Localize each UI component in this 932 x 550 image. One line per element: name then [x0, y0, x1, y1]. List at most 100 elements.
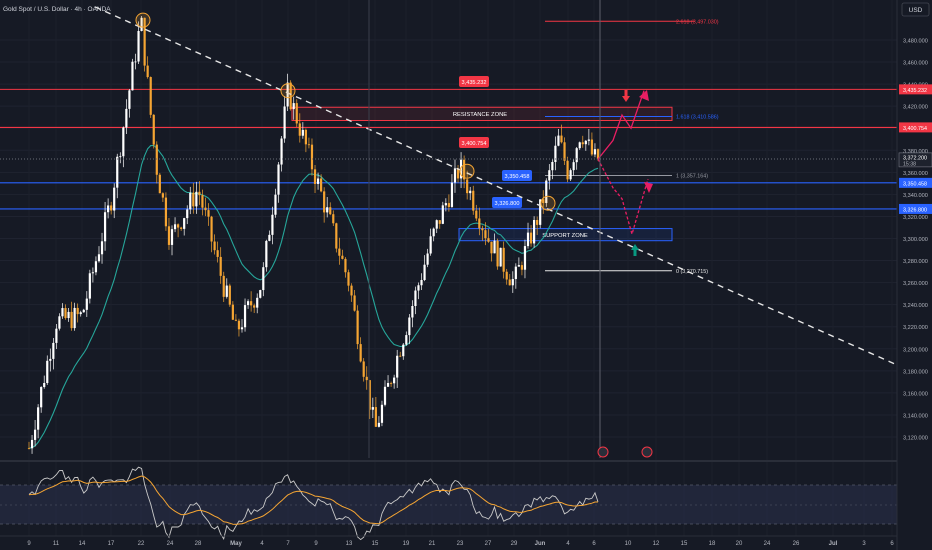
projection-paths — [597, 90, 649, 237]
candle-body — [131, 61, 134, 91]
price-axis[interactable]: 3,480.0003,460.0003,440.0003,420.0003,40… — [903, 39, 928, 442]
candle-body — [374, 407, 377, 427]
time-tick-label: 24 — [167, 541, 174, 547]
candle-body — [359, 344, 362, 362]
currency-button[interactable]: USD — [901, 2, 930, 17]
candle-body — [377, 422, 381, 427]
candle-body — [246, 301, 250, 306]
current-price-text: 3,372.200 — [903, 155, 927, 161]
candle-body — [204, 207, 207, 211]
bullish-projection-path — [597, 90, 645, 160]
candle-body — [33, 429, 37, 440]
candle-body — [575, 148, 578, 163]
candle-body — [478, 218, 481, 229]
candle-body — [201, 195, 204, 208]
candle-body — [529, 232, 533, 244]
candle-body — [533, 219, 536, 244]
level-label-badge — [459, 76, 489, 87]
event-icon-2[interactable] — [641, 446, 653, 458]
candle-body — [517, 265, 520, 267]
candle-body — [344, 258, 347, 273]
time-axis[interactable]: 9 11 14 17 22 24 28 May 4 7 9 13 15 19 21 23 27 29 Jun 4 6 10… — [27, 541, 894, 547]
level-label-text: 3,326.800 — [495, 201, 520, 207]
candle-body — [27, 448, 31, 449]
candle-body — [402, 344, 405, 357]
time-tick-label: 28 — [195, 541, 202, 547]
rsi-pane[interactable]: 80.0060.0040.0020.00 — [0, 444, 932, 550]
up-arrow-icon-stem — [633, 250, 637, 256]
candle-body — [590, 139, 594, 155]
up-arrow-icon — [631, 244, 639, 250]
trendline-touch-marker — [135, 12, 151, 28]
candle-body — [426, 253, 429, 265]
current-price-tag — [898, 152, 932, 168]
candle-body — [441, 205, 444, 224]
candle-body — [566, 160, 569, 180]
resistance-zone[interactable] — [291, 106, 673, 122]
candle-body — [490, 241, 493, 254]
candle-body — [417, 285, 420, 291]
price-axis-tag-text: 3,400.754 — [903, 126, 927, 132]
candle-body — [164, 197, 168, 227]
candle-body — [414, 290, 417, 307]
time-tick-label: 29 — [511, 541, 518, 547]
time-tick-label: 15 — [681, 541, 688, 547]
descending-trendline[interactable] — [94, 6, 931, 381]
time-tick-label: 3 — [862, 541, 866, 547]
trendline-touch-marker — [280, 83, 296, 99]
time-tick-label: 26 — [793, 541, 800, 547]
trendline-touch-marker — [459, 163, 475, 179]
candle-body — [511, 279, 514, 286]
support-zone[interactable] — [458, 228, 673, 242]
candle-body — [198, 191, 201, 196]
candle-body — [569, 170, 572, 180]
event-markers[interactable] — [597, 446, 653, 458]
event-icon-1[interactable] — [597, 446, 609, 458]
price-tick-label: 3,420.000 — [903, 105, 928, 111]
projection-arrowhead — [639, 90, 649, 101]
trendline-touch-circles — [135, 12, 556, 211]
candle-body — [167, 226, 171, 245]
candle-body — [581, 142, 584, 145]
candle-body — [234, 319, 238, 321]
candle-body — [350, 285, 353, 296]
candle-body — [70, 311, 73, 329]
candle-body — [58, 316, 61, 329]
candle-body — [100, 241, 104, 255]
fib-level-label: 1 (3,357.164) — [676, 174, 708, 180]
time-tick-label: 7 — [286, 541, 290, 547]
candle-body — [463, 159, 466, 180]
candle-body — [347, 272, 350, 286]
candle-body — [523, 246, 527, 270]
candle-body — [593, 149, 597, 155]
candle-body — [420, 279, 423, 286]
price-tick-label: 3,300.000 — [903, 237, 928, 243]
candles — [27, 15, 600, 454]
fib-level-label: 1.618 (3,410.586) — [676, 115, 719, 121]
candle-body — [371, 407, 374, 410]
candle-body — [274, 194, 277, 215]
resistance-zone-label: RESISTANCE ZONE — [453, 112, 507, 118]
candle-body — [265, 240, 268, 268]
candle-body — [329, 207, 332, 215]
ema-line — [28, 144, 599, 449]
candle-body — [170, 229, 174, 245]
time-tick-label: 14 — [79, 541, 86, 547]
candle-body — [286, 82, 289, 107]
candle-body — [173, 224, 177, 230]
candle-body — [551, 161, 554, 171]
level-label-text: 3,435.232 — [462, 80, 487, 86]
candle-body — [514, 266, 517, 280]
candle-body — [155, 144, 158, 175]
candle-body — [143, 17, 146, 66]
time-tick-label: 4 — [260, 541, 264, 547]
candle-body — [268, 234, 271, 241]
price-tick-label: 3,240.000 — [903, 303, 928, 309]
candle-body — [149, 77, 152, 115]
candle-body — [195, 191, 198, 207]
candle-body — [338, 248, 341, 256]
candle-body — [176, 224, 180, 228]
